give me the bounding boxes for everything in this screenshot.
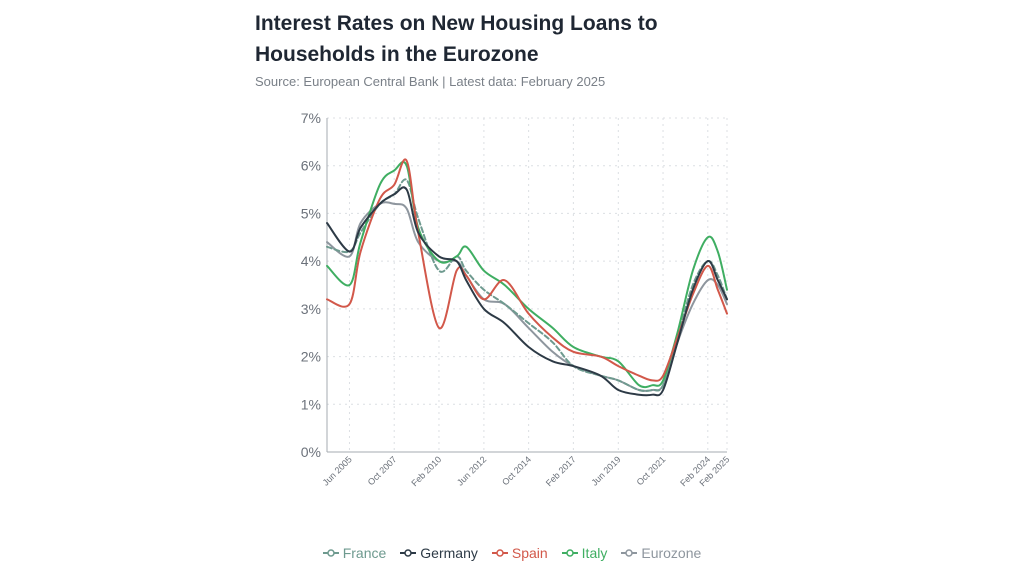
- x-tick-label: Feb 2010: [409, 454, 443, 488]
- legend-item-france[interactable]: France: [322, 545, 387, 561]
- legend-item-germany[interactable]: Germany: [400, 545, 478, 561]
- series-line-france: [326, 178, 728, 392]
- legend-swatch: [322, 549, 339, 557]
- legend-label: Eurozone: [641, 545, 702, 561]
- legend-swatch: [400, 549, 417, 557]
- y-tick-label: 2%: [301, 349, 321, 365]
- y-tick-label: 0%: [301, 444, 321, 460]
- legend-item-italy[interactable]: Italy: [561, 545, 608, 561]
- legend-swatch: [561, 549, 578, 557]
- series-line-italy: [326, 160, 728, 389]
- y-tick-label: 1%: [301, 396, 321, 412]
- y-tick-label: 5%: [301, 205, 321, 221]
- y-tick-label: 7%: [301, 110, 321, 126]
- legend-swatch: [491, 549, 508, 557]
- chart-title: Interest Rates on New Housing Loans to H…: [255, 12, 658, 66]
- x-tick-label: Jun 2005: [321, 454, 354, 487]
- chart-subtitle: Source: European Central Bank | Latest d…: [255, 74, 606, 89]
- chart-legend: France Germany Spain Italy Eurozone: [0, 545, 1024, 561]
- x-tick-label: Oct 2021: [635, 454, 668, 487]
- x-tick-label: Jun 2012: [455, 454, 488, 487]
- legend-item-spain[interactable]: Spain: [491, 545, 548, 561]
- legend-label: Germany: [420, 545, 478, 561]
- line-chart: 0% 1% 2% 3% 4% 5% 6% 7% Jun 2005 Oct 2007 Feb 2010…: [301, 110, 732, 488]
- y-tick-label: 4%: [301, 253, 321, 269]
- series-line-spain: [326, 158, 728, 382]
- y-tick-label: 6%: [301, 158, 321, 174]
- legend-label: France: [342, 545, 387, 561]
- x-tick-label: Oct 2014: [500, 454, 533, 487]
- legend-label: Italy: [581, 545, 608, 561]
- x-tick-label: Jun 2019: [589, 454, 622, 487]
- legend-item-eurozone[interactable]: Eurozone: [621, 545, 701, 561]
- y-tick-label: 3%: [301, 301, 321, 317]
- series-line-germany: [326, 186, 728, 397]
- legend-label: Spain: [511, 545, 548, 561]
- series-line-eurozone: [326, 201, 728, 392]
- x-tick-label: Oct 2007: [366, 454, 399, 487]
- legend-swatch: [621, 549, 638, 557]
- x-tick-label: Feb 2017: [544, 454, 578, 488]
